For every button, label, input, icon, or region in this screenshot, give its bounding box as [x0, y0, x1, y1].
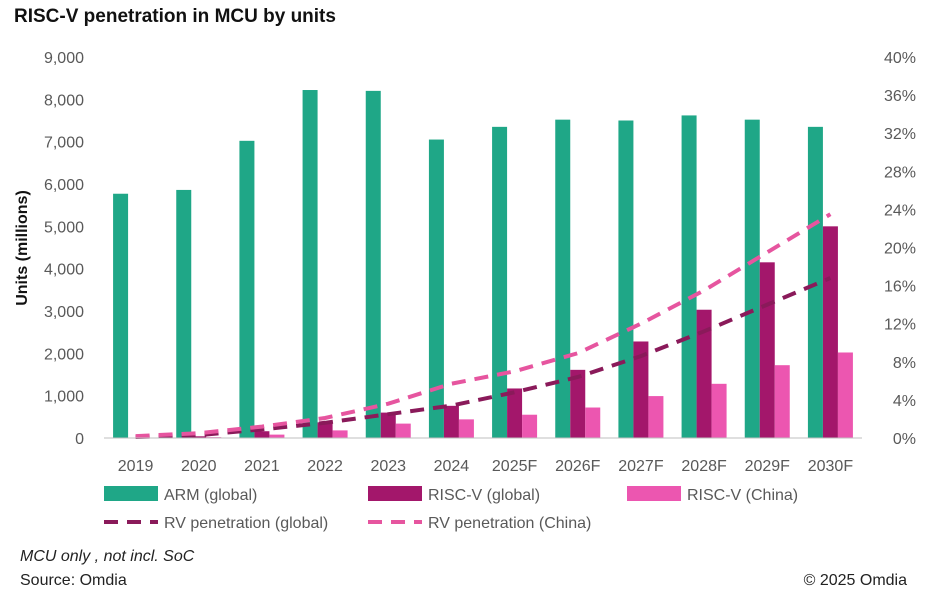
bar-riscv_china: [774, 365, 790, 438]
bar-riscv_global: [759, 262, 775, 438]
bar-riscv_global: [191, 436, 207, 438]
bar-riscv_global: [254, 431, 270, 438]
y-tick-label: 0: [75, 431, 84, 448]
bar-riscv_global: [822, 226, 838, 438]
y2-tick-label: 28%: [884, 164, 916, 181]
bar-riscv_china: [648, 396, 664, 438]
legend-label: RISC-V (China): [687, 487, 798, 504]
y-tick-label: 1,000: [44, 389, 84, 406]
y2-tick-label: 8%: [893, 355, 916, 372]
bar-riscv_global: [443, 405, 459, 438]
copyright-note: © 2025 Omdia: [803, 572, 907, 589]
bar-arm: [239, 140, 255, 438]
y-tick-label: 9,000: [44, 50, 84, 67]
bar-arm: [744, 119, 760, 439]
bar-riscv_china: [458, 419, 474, 438]
bar-arm: [555, 119, 571, 439]
legend-item-riscv_china: RISC-V (China): [627, 486, 798, 504]
x-tick-label: 2024: [434, 458, 470, 475]
bar-arm: [365, 90, 381, 438]
bar-riscv_global: [633, 341, 649, 438]
x-tick-label: 2023: [370, 458, 406, 475]
y-tick-label: 4,000: [44, 262, 84, 279]
legend-label: ARM (global): [164, 487, 257, 504]
bar-arm: [492, 126, 508, 438]
y-axis-label: Units (millions): [14, 190, 31, 306]
bar-riscv_china: [269, 434, 285, 438]
y2-tick-label: 36%: [884, 88, 916, 105]
source-note: Source: Omdia: [20, 572, 127, 589]
bar-arm: [681, 115, 697, 439]
x-tick-label: 2021: [244, 458, 280, 475]
y2-tick-label: 16%: [884, 279, 916, 296]
bar-riscv_global: [696, 309, 712, 438]
y-tick-label: 6,000: [44, 177, 84, 194]
y2-tick-label: 40%: [884, 50, 916, 67]
legend-item-pen_china: RV penetration (China): [368, 515, 591, 532]
bar-arm: [618, 120, 634, 438]
legend-label: RV penetration (global): [164, 515, 328, 532]
bar-riscv_global: [570, 369, 586, 438]
bar-riscv_china: [522, 414, 538, 438]
legend-item-pen_global: RV penetration (global): [104, 515, 328, 532]
legend-swatch: [627, 486, 681, 501]
y2-tick-label: 24%: [884, 202, 916, 219]
chart-title: RISC-V penetration in MCU by units: [14, 6, 336, 27]
x-tick-label: 2026F: [555, 458, 601, 475]
y-tick-label: 3,000: [44, 304, 84, 321]
footnote: MCU only , not incl. SoC: [20, 548, 195, 565]
bar-riscv_china: [585, 407, 601, 438]
y-tick-label: 2,000: [44, 346, 84, 363]
bar-arm: [428, 139, 444, 439]
legend-swatch: [368, 486, 422, 501]
y2-tick-label: 20%: [884, 241, 916, 258]
legend-item-arm: ARM (global): [104, 486, 257, 504]
bar-riscv_global: [317, 422, 333, 438]
bar-arm: [176, 189, 192, 438]
x-tick-label: 2030F: [808, 458, 854, 475]
bar-riscv_global: [507, 388, 523, 438]
legend-swatch: [104, 486, 158, 501]
bar-riscv_global: [380, 412, 396, 438]
y2-tick-label: 32%: [884, 126, 916, 143]
bar-riscv_china: [837, 352, 853, 438]
bar-arm: [113, 193, 129, 438]
x-tick-label: 2022: [307, 458, 343, 475]
legend-item-riscv_global: RISC-V (global): [368, 486, 540, 504]
legend-label: RISC-V (global): [428, 487, 540, 504]
legend-label: RV penetration (China): [428, 515, 591, 532]
y2-tick-label: 4%: [893, 393, 916, 410]
line-pen_global: [135, 276, 832, 439]
x-tick-label: 2028F: [681, 458, 727, 475]
x-tick-label: 2020: [181, 458, 217, 475]
x-tick-label: 2027F: [618, 458, 664, 475]
y-tick-label: 5,000: [44, 219, 84, 236]
y-tick-label: 8,000: [44, 92, 84, 109]
bar-riscv_china: [332, 430, 348, 438]
bar-riscv_china: [711, 383, 727, 438]
y2-tick-label: 12%: [884, 317, 916, 334]
bar-riscv_china: [395, 423, 411, 438]
x-tick-label: 2029F: [745, 458, 791, 475]
x-tick-label: 2025F: [492, 458, 538, 475]
y-tick-label: 7,000: [44, 135, 84, 152]
x-tick-label: 2019: [118, 458, 154, 475]
bar-arm: [302, 90, 318, 439]
y2-tick-label: 0%: [893, 431, 916, 448]
line-pen_china: [135, 212, 832, 439]
